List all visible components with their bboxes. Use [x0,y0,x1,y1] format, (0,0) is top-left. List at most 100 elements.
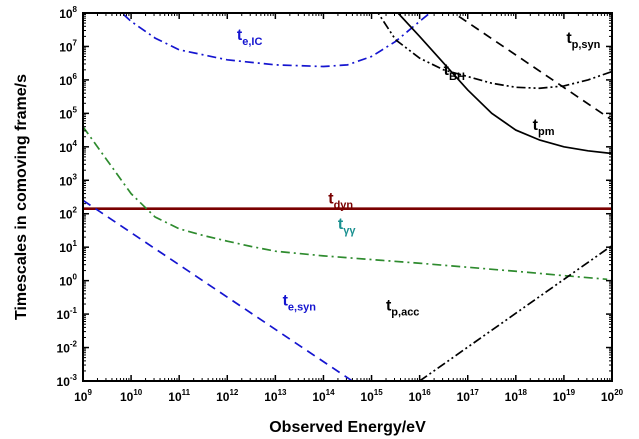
x-tick-exp: 18 [518,388,527,397]
series-label-sub: p,syn [572,39,601,51]
x-tick-exp: 10 [133,388,142,397]
x-tick-base: 10 [457,390,471,404]
y-tick-base: 10 [59,275,73,289]
y-tick-exp: 1 [73,239,78,248]
series-label-main: t [283,293,289,310]
x-tick-base: 10 [216,390,230,404]
y-tick-exp: 3 [73,172,78,181]
series-label-main: t [328,191,334,208]
y-tick-label: 10-1 [57,306,78,322]
y-tick-label: 10-3 [57,373,78,389]
x-tick-exp: 14 [326,388,335,397]
x-tick-label: 1015 [360,388,383,404]
y-tick-exp: 2 [73,206,78,215]
x-tick-exp: 15 [374,388,383,397]
x-axis-title: Observed Energy/eV [269,419,426,436]
y-tick-label: 105 [59,105,77,121]
series-line-t-BH [377,13,612,90]
x-tick-label: 1017 [457,388,480,404]
series-label-main: t [444,62,450,79]
x-tick-base: 10 [409,390,423,404]
y-tick-base: 10 [59,74,73,88]
x-tick-base: 10 [264,390,278,404]
y-tick-label: 10-2 [57,340,78,356]
x-tick-exp: 11 [182,388,191,397]
x-tick-label: 109 [74,388,92,404]
series-line-t-pm [397,13,612,155]
series-line-t-e-IC [120,13,432,68]
y-tick-exp: 8 [73,5,78,14]
plot-frame [82,12,613,382]
series-label-main: t [386,298,392,315]
series-label-main: t [566,30,572,47]
y-tick-base: 10 [59,40,73,54]
series-label-sub: e,syn [288,302,316,314]
y-tick-exp: -2 [70,340,78,349]
series-label-t-e-IC: te,IC [237,27,263,48]
x-tick-base: 10 [120,390,134,404]
y-tick-base: 10 [59,7,73,21]
series-label-t-BH: tBH [444,62,465,83]
y-tick-exp: 7 [73,38,78,47]
series-label-main: t [533,117,539,134]
y-tick-base: 10 [59,141,73,155]
x-tick-base: 10 [74,390,88,404]
y-tick-label: 101 [59,239,77,255]
x-tick-label: 1013 [264,388,287,404]
series-label-t-gammagamma: tγγ [338,216,356,237]
series-label-sub: dyn [334,200,354,212]
series-line-t-p-syn [452,13,612,121]
series-label-sub: e,IC [242,36,262,48]
series-line-t-p-acc [419,244,612,381]
x-tick-exp: 19 [566,388,575,397]
y-tick-base: 10 [57,375,71,389]
x-tick-base: 10 [312,390,326,404]
x-tick-base: 10 [553,390,567,404]
series-label-t-p-acc: tp,acc [386,298,419,319]
series-label-sub: γγ [343,225,356,237]
y-tick-exp: 5 [73,105,78,114]
y-axis-title: Timescales in comoving frame/s [13,74,30,320]
x-tick-base: 10 [360,390,374,404]
series-label-t-dyn: tdyn [328,191,353,212]
y-tick-base: 10 [59,208,73,222]
x-tick-label: 1020 [601,388,624,404]
series-label-t-e-syn: te,syn [283,293,317,314]
x-tick-base: 10 [505,390,519,404]
x-tick-exp: 16 [422,388,431,397]
x-tick-label: 1018 [505,388,528,404]
y-tick-base: 10 [57,308,71,322]
series-label-sub: pm [538,126,555,138]
y-tick-base: 10 [59,241,73,255]
x-tick-label: 1010 [120,388,143,404]
series-label-t-p-syn: tp,syn [566,30,600,51]
x-tick-label: 1012 [216,388,239,404]
series-label-main: t [237,27,243,44]
series-line-t-gg-curve [83,126,608,281]
y-tick-base: 10 [59,107,73,121]
y-tick-label: 104 [59,139,77,155]
x-tick-exp: 9 [87,388,92,397]
series-label-sub: p,acc [391,307,419,319]
x-tick-base: 10 [601,390,615,404]
series-layer [83,13,612,381]
x-tick-exp: 20 [614,388,623,397]
y-tick-base: 10 [59,174,73,188]
x-tick-label: 1016 [409,388,432,404]
y-tick-exp: 0 [73,273,78,282]
series-label-sub: BH [449,71,465,83]
x-tick-label: 1011 [168,388,190,404]
y-tick-label: 108 [59,5,77,21]
series-label-main: t [338,216,344,233]
y-tick-exp: -3 [70,373,78,382]
y-tick-label: 106 [59,72,77,88]
y-tick-label: 102 [59,206,77,222]
y-tick-label: 100 [59,273,77,289]
x-tick-label: 1019 [553,388,576,404]
y-tick-label: 103 [59,172,77,188]
x-tick-exp: 17 [470,388,479,397]
x-tick-exp: 13 [278,388,287,397]
ticks-layer: 109 1010 1011 1012 1013 1014 1015 1016 1017 1018 1… [57,5,624,404]
